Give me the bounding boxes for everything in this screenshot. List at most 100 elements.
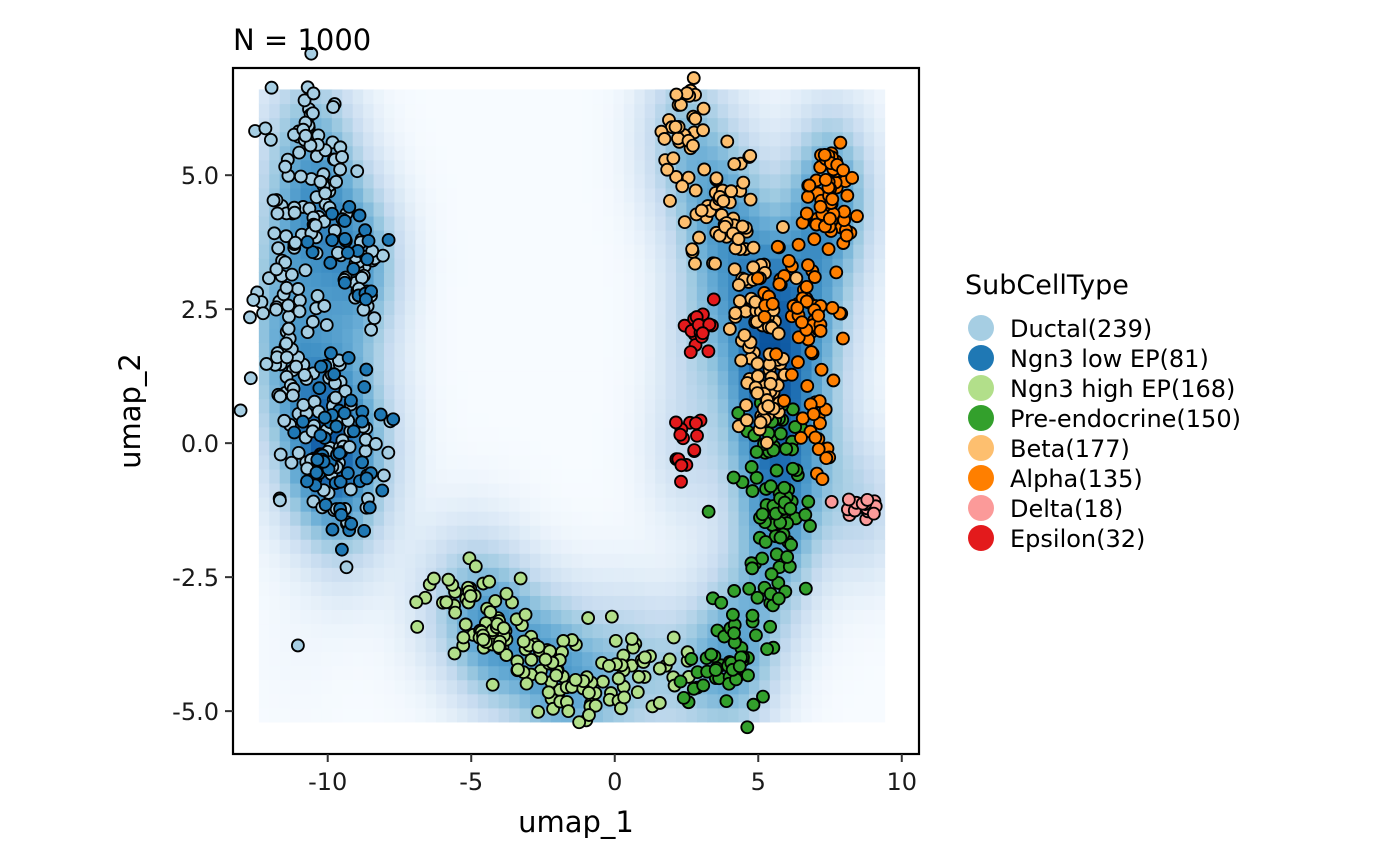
density-cell xyxy=(404,511,416,526)
density-cell xyxy=(467,539,479,554)
density-cell xyxy=(540,539,552,554)
data-point xyxy=(798,581,813,596)
density-cell xyxy=(290,539,302,554)
density-cell xyxy=(509,201,521,217)
density-cell xyxy=(467,679,479,695)
data-point xyxy=(611,671,626,686)
density-cell xyxy=(790,159,802,175)
density-cell xyxy=(477,665,489,681)
density-cell xyxy=(707,272,719,287)
density-cell xyxy=(436,539,448,554)
density-cell xyxy=(279,567,291,582)
density-cell xyxy=(321,539,333,554)
data-point xyxy=(463,589,478,603)
density-cell xyxy=(644,567,656,582)
density-cell xyxy=(342,651,354,667)
density-cell xyxy=(644,468,656,484)
density-cell xyxy=(728,707,740,723)
density-cell xyxy=(477,145,489,161)
density-cell xyxy=(634,328,646,343)
data-point xyxy=(769,347,783,362)
density-cell xyxy=(290,89,302,105)
density-cell xyxy=(665,328,677,343)
density-cell xyxy=(592,328,604,343)
density-cell xyxy=(748,707,761,723)
data-point xyxy=(499,648,514,662)
density-cell xyxy=(456,173,469,189)
density-cell xyxy=(467,468,479,484)
density-cell xyxy=(655,511,667,526)
density-cell xyxy=(561,412,573,428)
density-cell xyxy=(769,229,781,245)
density-cell xyxy=(811,384,823,400)
density-cell xyxy=(728,201,740,217)
density-cell xyxy=(571,567,583,582)
density-cell xyxy=(780,468,792,484)
density-cell xyxy=(415,131,427,147)
density-cell xyxy=(540,244,552,259)
data-point xyxy=(773,426,788,441)
density-cell xyxy=(550,117,562,133)
data-point xyxy=(663,193,677,208)
density-cell xyxy=(363,145,375,161)
density-cell xyxy=(258,370,270,386)
data-point xyxy=(273,389,288,404)
density-cell xyxy=(613,623,625,639)
density-cell xyxy=(717,511,729,526)
data-point xyxy=(807,232,822,247)
density-cell xyxy=(383,89,396,105)
data-point xyxy=(763,479,778,494)
density-cell xyxy=(853,384,865,400)
density-cell xyxy=(519,426,531,442)
density-cell xyxy=(675,637,688,653)
density-cell xyxy=(602,328,615,343)
density-cell xyxy=(509,286,521,301)
density-cell xyxy=(498,496,510,512)
density-cell xyxy=(634,356,646,372)
density-cell xyxy=(811,482,823,498)
density-cell xyxy=(853,595,865,611)
density-cell xyxy=(874,651,886,667)
data-point xyxy=(652,661,667,676)
density-cell xyxy=(832,314,844,329)
density-cell xyxy=(863,665,875,681)
density-cell xyxy=(488,412,500,428)
density-cell xyxy=(540,370,552,386)
density-cell xyxy=(821,131,834,147)
density-cell xyxy=(352,398,364,414)
density-cell xyxy=(425,201,437,217)
density-cell xyxy=(415,117,427,133)
density-cell xyxy=(811,258,823,273)
data-point xyxy=(340,245,355,260)
data-point xyxy=(708,256,722,271)
density-cell xyxy=(592,244,604,259)
density-cell xyxy=(707,525,719,540)
density-cell xyxy=(686,595,698,611)
density-cell xyxy=(394,398,406,414)
density-cell xyxy=(404,272,416,287)
density-cell xyxy=(853,370,865,386)
density-cell xyxy=(853,356,865,372)
density-cell xyxy=(821,482,834,498)
data-point xyxy=(300,474,314,489)
density-cell xyxy=(811,707,823,723)
density-cell xyxy=(540,496,552,512)
density-cell xyxy=(853,103,865,119)
density-cell xyxy=(821,89,834,105)
density-cell xyxy=(821,665,834,681)
density-cell xyxy=(623,89,635,105)
density-cell xyxy=(821,553,834,568)
density-cell xyxy=(686,539,698,554)
density-cell xyxy=(874,511,886,526)
density-cell xyxy=(874,623,886,639)
density-cell xyxy=(467,215,479,231)
density-cell xyxy=(415,258,427,273)
data-point xyxy=(821,242,836,257)
density-cell xyxy=(644,342,656,358)
data-point xyxy=(355,455,370,470)
data-point xyxy=(660,162,675,177)
density-cell xyxy=(592,117,604,133)
density-cell xyxy=(279,482,291,498)
density-cell xyxy=(477,103,489,119)
density-cell xyxy=(759,454,771,470)
